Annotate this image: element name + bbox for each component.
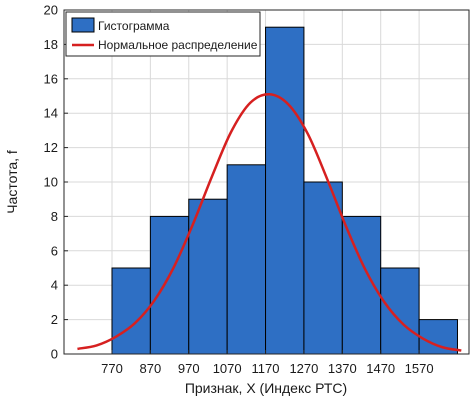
y-axis-title: Частота, f bbox=[4, 150, 20, 214]
normal-curve-group bbox=[77, 93, 462, 352]
y-tick-label: 10 bbox=[44, 175, 58, 190]
histogram-bar bbox=[303, 181, 343, 355]
y-tick-label: 4 bbox=[51, 278, 58, 293]
y-tick-label: 12 bbox=[44, 140, 58, 155]
x-tick-label: 1370 bbox=[328, 361, 357, 376]
normal-curve bbox=[77, 93, 462, 352]
y-tick-label: 8 bbox=[51, 209, 58, 224]
y-tick-label: 14 bbox=[44, 106, 58, 121]
x-tick-label: 970 bbox=[178, 361, 200, 376]
y-tick-label: 16 bbox=[44, 71, 58, 86]
x-tick-label: 1170 bbox=[252, 361, 280, 376]
x-tick-label: 770 bbox=[101, 361, 123, 376]
histogram-bar bbox=[149, 215, 190, 355]
x-tick-label: 1270 bbox=[289, 361, 318, 376]
y-tick-label: 0 bbox=[51, 347, 58, 362]
histogram-bar bbox=[265, 26, 305, 355]
x-tick-label: 1470 bbox=[366, 361, 395, 376]
x-axis-title: Признак, X (Индекс РТС) bbox=[185, 380, 347, 396]
y-tick-label: 20 bbox=[44, 3, 58, 18]
y-axis: 0 2 4 6 8 10 12 14 16 18 20 bbox=[44, 3, 68, 362]
y-tick-label: 18 bbox=[44, 37, 58, 52]
histogram-bar bbox=[111, 267, 151, 355]
x-tick-label: 870 bbox=[140, 361, 162, 376]
x-tick-label: 1070 bbox=[213, 361, 242, 376]
legend-curve-label: Нормальное распределение bbox=[98, 38, 258, 52]
histogram-bars bbox=[111, 26, 458, 355]
legend-histogram-label: Гистограмма bbox=[98, 19, 170, 33]
legend-histogram-swatch bbox=[71, 17, 95, 33]
x-tick-label: 1570 bbox=[405, 361, 434, 376]
y-tick-label: 6 bbox=[51, 243, 58, 258]
y-tick-label: 2 bbox=[51, 312, 58, 327]
legend: Гистограмма Нормальное распределение bbox=[65, 11, 261, 57]
histogram-bar bbox=[380, 267, 420, 355]
histogram-bar bbox=[226, 164, 267, 355]
histogram-bar bbox=[188, 198, 228, 355]
legend-box bbox=[65, 11, 261, 57]
x-axis: 770 870 970 1070 1170 1270 1370 1470 1570 bbox=[101, 350, 434, 376]
